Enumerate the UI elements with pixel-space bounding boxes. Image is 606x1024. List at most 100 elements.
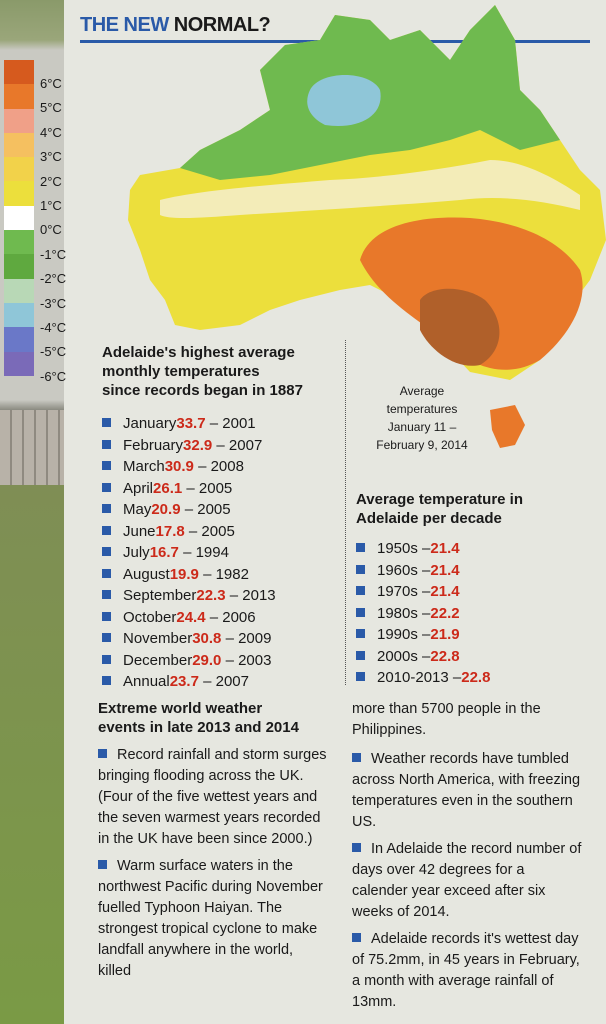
decade-list: 1950s –21.4 1960s –21.4 1970s –21.4 1980s –… [356,538,596,689]
monthly-record-item: August19.9 – 1982 [102,564,342,586]
legend-swatch [4,302,34,328]
decade-item: 2010-2013 –22.8 [356,667,596,689]
record-value: 33.7 [176,415,206,432]
record-month: Annual [123,673,170,690]
monthly-record-item: January33.7 – 2001 [102,413,342,435]
legend-label: -2°C [40,271,67,287]
legend-label: 5°C [40,100,62,116]
bullet-icon [356,607,365,617]
decade-item: 1950s –21.4 [356,538,596,560]
decade-item: 1980s –22.2 [356,603,596,625]
map-caption: Average temperatures January 11 – Februa… [362,382,482,454]
record-month: November [123,630,193,647]
legend-label: 6°C [40,76,62,91]
heading-line: Average temperature in [356,491,524,508]
event-paragraph: Warm surface waters in the northwest Pac… [98,856,330,982]
bullet-icon [356,586,365,595]
map-caption-line: temperatures [386,402,458,416]
record-value: 30.9 [164,458,194,475]
event-continuation: more than 5700 people in the Philippines… [352,701,541,738]
legend-label: -6°C [40,368,67,384]
monthly-record-item: September22.3 – 2013 [102,585,342,607]
map-hot-core [420,288,500,366]
event-text: Record rainfall and storm surges bringin… [98,747,327,847]
event-text: In Adelaide the record number of days ov… [352,841,582,920]
legend-swatch [4,205,34,231]
event-paragraph: In Adelaide the record number of days ov… [352,839,584,923]
decade-value: 22.8 [461,669,491,686]
bullet-icon [102,568,111,578]
decade-value: 22.2 [430,604,460,622]
bullet-icon [102,654,111,664]
legend-swatch [4,84,34,109]
record-value: 29.0 [192,651,222,669]
legend-swatch [4,254,34,279]
record-month: January [123,415,177,432]
legend-labels: 6°C 5°C 4°C 3°C 2°C 1°C 0°C -1°C -2°C -3°C -4°C -5°… [40,76,66,393]
record-year: – 2005 [184,501,231,518]
record-year: – 2001 [209,415,256,432]
event-paragraph: Adelaide records it's wettest day of 75.… [352,929,584,1013]
legend-label: -4°C [40,319,67,335]
record-month: December [123,651,193,669]
bullet-icon [102,482,111,492]
record-value: 26.1 [153,479,183,497]
heading-line: since records began in 1887 [102,382,303,399]
record-year: – 2006 [209,608,256,626]
bullet-icon [102,525,111,535]
legend-swatch [4,181,34,206]
decade-label: 1980s – [377,604,431,622]
bullet-icon [102,439,111,449]
record-month: October [123,608,177,626]
record-value: 16.7 [149,544,179,561]
bullet-icon [356,650,365,660]
adelaide-monthly-list: January33.7 – 2001 February32.9 – 2007 Mar… [102,413,342,693]
decade-value: 22.8 [430,647,460,665]
map-tasmania [490,405,525,448]
monthly-record-item: November30.8 – 2009 [102,628,342,650]
bullet-icon [98,860,107,869]
bullet-icon [352,933,361,942]
monthly-record-item: October24.4 – 2006 [102,607,342,629]
legend-swatch [4,230,34,255]
record-year: – 2005 [186,479,233,497]
bullet-icon [356,543,365,552]
record-year: – 1994 [183,544,229,561]
record-month: February [123,436,184,454]
legend-label: 0°C [40,222,62,238]
legend-swatch [4,108,34,133]
legend-swatch [4,351,34,376]
adelaide-monthly-section: Adelaide's highest average monthly tempe… [102,343,342,693]
decade-item: 2000s –22.8 [356,646,596,668]
heading-line: Extreme world weather [98,700,263,717]
map-caption-line: January 11 – [387,420,457,434]
decade-item: 1970s –21.4 [356,581,596,603]
legend-label: 4°C [40,124,62,140]
australia-temperature-map [128,5,606,448]
monthly-record-item: December29.0 – 2003 [102,650,342,672]
record-year: – 2008 [198,458,244,475]
decade-label: 2000s – [377,647,431,665]
decade-item: 1960s –21.4 [356,560,596,582]
bullet-icon [352,753,361,762]
extreme-events-right: more than 5700 people in the Philippines… [352,699,584,1019]
bullet-icon [102,590,111,599]
monthly-record-item: July16.7 – 1994 [102,542,342,564]
extreme-events-heading: Extreme world weather events in late 201… [98,699,330,737]
fence-image [0,410,64,485]
record-year: – 2009 [225,630,272,647]
legend-label: -1°C [40,246,67,262]
decade-label: 1950s – [377,540,431,557]
event-text: Warm surface waters in the northwest Pac… [98,858,323,979]
bullet-icon [356,672,365,681]
record-year: – 1982 [203,565,249,583]
decade-section: Average temperature in Adelaide per deca… [356,490,596,689]
record-month: May [123,501,152,518]
decade-value: 21.4 [430,583,460,600]
map-cold-patch [307,75,381,126]
column-divider [345,340,346,685]
record-month: August [123,565,170,583]
record-year: – 2005 [188,522,235,540]
legend-label: -5°C [40,344,67,360]
decade-label: 1960s – [377,561,431,579]
